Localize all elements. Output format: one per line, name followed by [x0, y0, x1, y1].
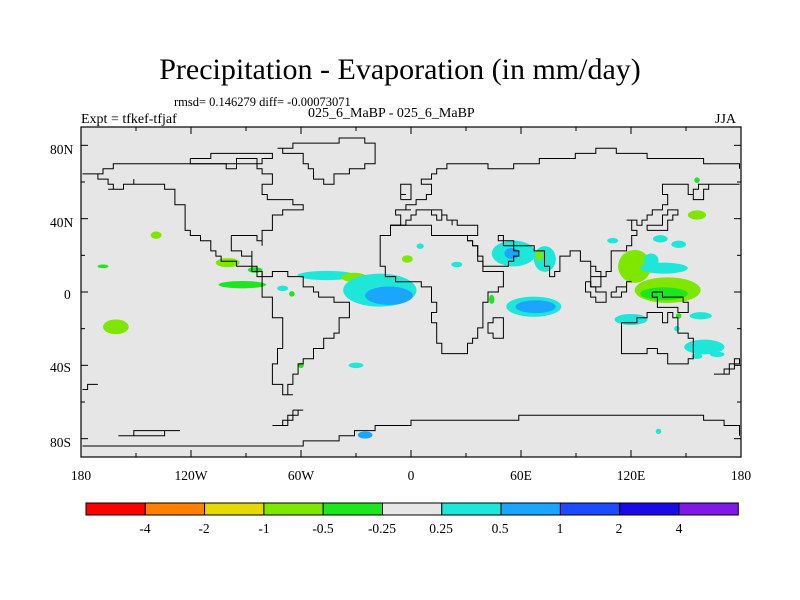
coastline: [390, 183, 694, 288]
cases-label: 025_6_MaBP - 025_6_MaBP: [308, 106, 475, 121]
lat-label-40s: 40S: [50, 360, 71, 375]
coastline: [646, 209, 679, 231]
colorbar-label-4: -0.5: [312, 521, 334, 536]
anomaly-patch: [488, 294, 495, 304]
colorbar-label-9: 2: [616, 521, 623, 536]
anomaly-patch: [671, 240, 687, 248]
coastline: [257, 271, 263, 277]
lon-label-0: 0: [408, 468, 415, 483]
lat-label-80s: 80S: [50, 435, 71, 450]
colorbar-box: [144, 502, 206, 516]
colorbar-box: [441, 502, 502, 516]
anomaly-patch: [689, 312, 712, 320]
anomaly-patch: [289, 291, 295, 297]
colorbar-box: [85, 502, 146, 516]
colorbar-label-7: 0.5: [492, 521, 509, 536]
coastline: [713, 358, 740, 375]
anomaly-patch: [277, 285, 289, 292]
lon-label-120e: 120E: [617, 468, 646, 483]
coastline-layer: [82, 137, 740, 447]
coastline: [82, 383, 98, 390]
coastline: [189, 152, 273, 165]
anomaly-patch: [218, 281, 267, 289]
colorbar-label-6: 0.25: [429, 521, 453, 536]
colorbar-label-5: -0.25: [368, 521, 396, 536]
stats-text: rmsd= 0.146279 diff= -0.00073071: [174, 95, 351, 109]
plot-title: Precipitation - Evaporation (in mm/day): [159, 53, 641, 86]
coastline: [487, 317, 504, 339]
colorbar-box: [263, 502, 324, 516]
coastline: [82, 414, 740, 447]
colorbar-box: [204, 502, 265, 516]
coastline: [82, 158, 350, 396]
lon-label-60w: 60W: [288, 468, 315, 483]
coastline: [400, 183, 412, 201]
anomaly-patch: [357, 431, 373, 439]
colorbar-box: [559, 502, 621, 516]
experiment-label: Expt = tfkef-tfjaf: [81, 112, 177, 127]
coastline: [610, 281, 632, 298]
anomaly-patch: [694, 177, 700, 183]
anomaly-patch: [614, 314, 648, 325]
anomaly-layer: [97, 177, 725, 439]
colorbar-box: [500, 502, 561, 516]
anomaly-patch: [416, 243, 424, 249]
colorbar-label-3: -1: [258, 521, 269, 536]
colorbar-label-1: -4: [139, 521, 150, 536]
anomaly-patch: [691, 353, 703, 359]
lat-label-40n: 40N: [50, 215, 74, 230]
anomaly-patch: [709, 351, 725, 358]
lat-label-eq: 0: [64, 287, 71, 302]
colorbar-label-10: 4: [676, 521, 683, 536]
coastline: [272, 409, 304, 426]
anomaly-patch: [535, 249, 543, 261]
anomaly-patch: [97, 264, 109, 269]
lat-label-80n: 80N: [50, 142, 74, 157]
anomaly-patch: [103, 319, 129, 335]
colorbar-box: [382, 502, 443, 516]
lon-label-120w: 120W: [175, 468, 208, 483]
colorbar-box: [619, 502, 680, 516]
coastline: [118, 430, 180, 437]
coastline: [277, 137, 376, 185]
anomaly-patch: [215, 258, 240, 268]
colorbar-boxes: [85, 502, 739, 516]
lon-label-60e: 60E: [510, 468, 532, 483]
colorbar-box: [322, 502, 384, 516]
coastline: [585, 281, 607, 303]
anomaly-patch: [618, 249, 652, 283]
colorbar-box: [678, 502, 739, 516]
coastline: [651, 291, 689, 313]
coastline: [390, 147, 740, 226]
lon-label-180e: 180: [731, 468, 752, 483]
anomaly-patch: [365, 286, 413, 305]
coastline: [621, 312, 694, 365]
coastline: [379, 224, 504, 355]
anomaly-patch: [150, 231, 162, 239]
anomaly-patch: [348, 362, 364, 369]
anomaly-patch: [515, 300, 556, 314]
season-label: JJA: [715, 112, 737, 127]
anomaly-patch: [607, 237, 619, 244]
tick-marks: [80, 127, 742, 457]
anomaly-patch: [655, 428, 662, 435]
anomaly-patch: [640, 262, 688, 274]
anomaly-patch: [653, 235, 668, 243]
colorbar-label-2: -2: [198, 521, 209, 536]
anomaly-patch: [451, 261, 463, 268]
colorbar-label-8: 1: [557, 521, 564, 536]
anomaly-patch: [687, 210, 707, 220]
lon-label-180w: 180: [71, 468, 92, 483]
anomaly-patch: [684, 339, 725, 355]
anomaly-patch: [297, 270, 356, 281]
anomaly-patch: [401, 255, 413, 263]
